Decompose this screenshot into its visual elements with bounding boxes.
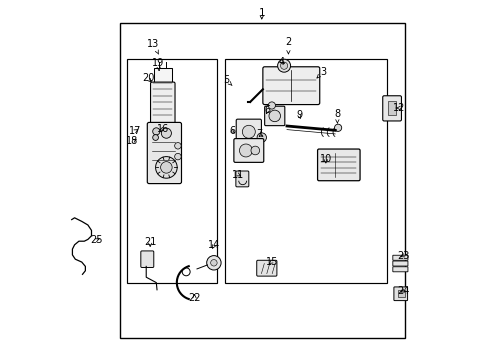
Circle shape <box>242 125 255 138</box>
Circle shape <box>174 153 181 160</box>
Circle shape <box>280 62 287 69</box>
Text: 23: 23 <box>397 251 409 261</box>
Text: 9: 9 <box>296 110 302 120</box>
FancyBboxPatch shape <box>393 287 407 301</box>
Circle shape <box>257 133 266 142</box>
Circle shape <box>152 135 158 140</box>
FancyBboxPatch shape <box>392 261 407 266</box>
Text: 15: 15 <box>265 257 278 267</box>
Circle shape <box>152 128 160 135</box>
Text: 25: 25 <box>90 235 102 245</box>
Text: 13: 13 <box>147 39 159 54</box>
Text: 11: 11 <box>231 170 244 180</box>
Text: 21: 21 <box>143 237 156 247</box>
Text: 4: 4 <box>278 57 285 67</box>
FancyBboxPatch shape <box>382 96 401 121</box>
Circle shape <box>161 128 171 138</box>
Circle shape <box>160 162 172 173</box>
Circle shape <box>277 59 290 72</box>
Circle shape <box>174 143 181 149</box>
FancyBboxPatch shape <box>141 251 153 267</box>
Text: 14: 14 <box>208 240 220 250</box>
Bar <box>120 23 404 338</box>
Text: 6: 6 <box>264 105 270 115</box>
Text: 24: 24 <box>397 286 409 296</box>
FancyBboxPatch shape <box>236 119 261 144</box>
Text: 6: 6 <box>229 126 235 136</box>
Text: 12: 12 <box>392 103 404 113</box>
Text: 22: 22 <box>188 293 200 303</box>
Circle shape <box>268 102 275 109</box>
Circle shape <box>206 256 221 270</box>
Circle shape <box>210 260 217 266</box>
Text: 5: 5 <box>223 75 232 85</box>
FancyBboxPatch shape <box>317 149 359 181</box>
FancyBboxPatch shape <box>233 139 263 162</box>
FancyBboxPatch shape <box>263 67 319 104</box>
Text: 3: 3 <box>316 67 325 78</box>
FancyBboxPatch shape <box>150 82 175 124</box>
FancyBboxPatch shape <box>392 255 407 260</box>
Bar <box>153 68 171 84</box>
Text: 19: 19 <box>152 58 164 71</box>
Text: 10: 10 <box>319 154 331 164</box>
Text: 20: 20 <box>142 73 154 84</box>
Bar <box>127 59 217 283</box>
Text: 18: 18 <box>126 136 138 147</box>
Text: 1: 1 <box>258 8 264 18</box>
Circle shape <box>334 124 341 131</box>
Circle shape <box>250 146 259 155</box>
Circle shape <box>155 157 177 178</box>
Circle shape <box>268 110 280 122</box>
Bar <box>224 59 386 283</box>
Text: 2: 2 <box>285 37 291 54</box>
Bar <box>397 290 404 297</box>
Text: 7: 7 <box>255 129 263 139</box>
FancyBboxPatch shape <box>256 260 276 276</box>
FancyBboxPatch shape <box>392 267 407 272</box>
FancyBboxPatch shape <box>264 106 284 126</box>
FancyBboxPatch shape <box>235 171 248 187</box>
Text: 16: 16 <box>157 124 169 134</box>
Circle shape <box>239 144 252 157</box>
Bar <box>387 101 396 115</box>
FancyBboxPatch shape <box>147 122 181 184</box>
Text: 17: 17 <box>128 126 141 136</box>
Text: 8: 8 <box>334 109 340 123</box>
